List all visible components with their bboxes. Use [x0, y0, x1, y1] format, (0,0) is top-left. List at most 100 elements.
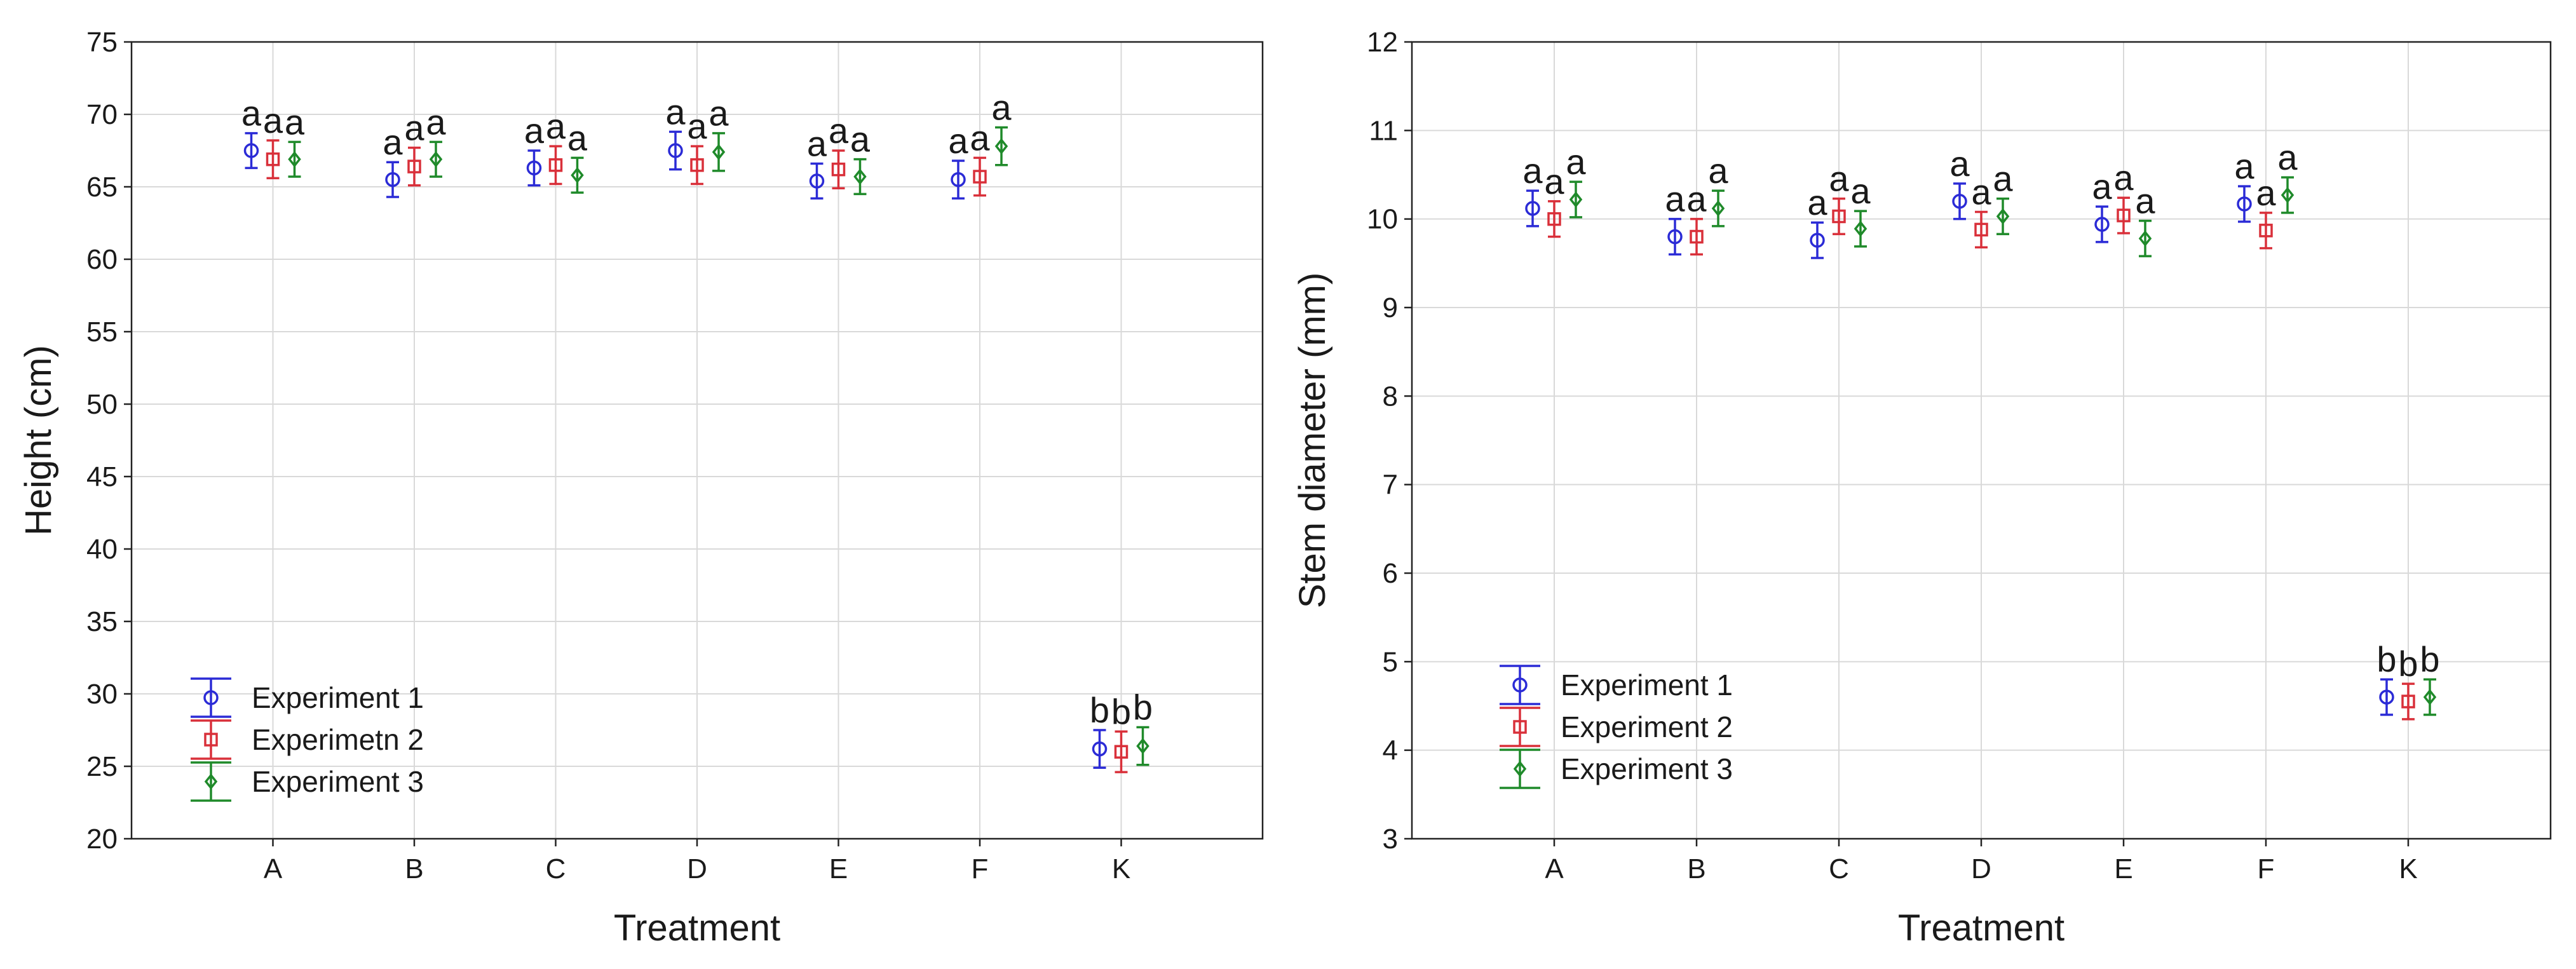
- legend-label: Experiment 3: [252, 765, 424, 798]
- significance-letter: a: [1971, 172, 1991, 212]
- x-axis-label: Treatment: [1898, 907, 2064, 949]
- significance-letter: a: [829, 111, 849, 151]
- significance-letter: b: [1133, 687, 1153, 727]
- height-chart: 20 25 30 35 40 45 50 55 60 65 70 75 A B C D E F K Treatment…: [18, 27, 1264, 949]
- data-point: [266, 152, 280, 166]
- significance-letter: a: [2092, 166, 2112, 207]
- significance-letter: a: [1850, 171, 1871, 211]
- significance-letter: a: [1686, 179, 1707, 219]
- data-point: [2423, 689, 2437, 705]
- significance-letter: a: [1807, 182, 1827, 222]
- legend-label: Experimetn 2: [252, 723, 424, 756]
- significance-letter: a: [970, 118, 990, 158]
- significance-letter: a: [285, 102, 305, 142]
- data-point: [1136, 738, 1149, 754]
- significance-letter: a: [1993, 159, 2013, 199]
- significance-letter: a: [708, 93, 729, 133]
- x-tick-label: B: [405, 853, 423, 884]
- x-tick-label: K: [2399, 853, 2417, 884]
- x-tick-label: F: [972, 853, 989, 884]
- significance-letter: a: [1829, 159, 1849, 199]
- significance-letter: a: [2234, 146, 2254, 186]
- significance-letter: b: [1111, 691, 1131, 731]
- significance-letter: a: [2256, 173, 2276, 213]
- significance-letter: a: [263, 100, 283, 140]
- significance-letter: a: [426, 102, 446, 142]
- significance-letter: a: [2113, 158, 2134, 198]
- significance-letter: a: [241, 93, 262, 133]
- data-point: [2138, 230, 2152, 247]
- x-tick-label: A: [264, 853, 283, 884]
- y-tick-label: 10: [1367, 204, 1398, 235]
- y-axis-label: Height (cm): [18, 345, 59, 536]
- data-point: [1832, 209, 1846, 224]
- legend: Experiment 1 Experimetn 2 Experiment 3: [191, 677, 424, 802]
- y-tick-label: 60: [86, 244, 118, 275]
- y-tick-label: 3: [1383, 823, 1398, 855]
- legend-marker: [1513, 761, 1527, 777]
- y-tick-label: 6: [1383, 558, 1398, 589]
- x-tick-label: E: [2114, 853, 2132, 884]
- significance-letter: a: [1544, 161, 1564, 201]
- stem-diameter-chart: 3 4 5 6 7 8 9 10 11 12 A B C D E F K Treatment Stem diamet…: [1292, 27, 2552, 949]
- y-tick-label: 35: [86, 606, 118, 637]
- significance-letter: a: [404, 107, 424, 147]
- data-point: [2401, 695, 2415, 708]
- significance-letter: a: [1522, 151, 1543, 191]
- significance-letter: a: [991, 88, 1012, 128]
- data-point: [994, 138, 1008, 154]
- legend-label: Experiment 1: [1561, 668, 1733, 701]
- significance-letter: a: [383, 122, 403, 162]
- x-axis-label: Treatment: [614, 907, 780, 949]
- significance-letter: a: [1708, 151, 1728, 191]
- y-tick-label: 65: [86, 172, 118, 203]
- y-tick-label: 50: [86, 389, 118, 420]
- x-tick-label: C: [1829, 853, 1849, 884]
- data-point: [429, 151, 443, 168]
- data-point: [951, 172, 966, 187]
- data-point: [1854, 220, 1868, 237]
- legend: Experiment 1 Experiment 2 Experiment 3: [1500, 665, 1733, 789]
- data-point: [571, 166, 584, 184]
- x-tick-label: K: [1112, 853, 1130, 884]
- y-tick-label: 40: [86, 534, 118, 565]
- data-point: [385, 172, 400, 187]
- significance-letter: b: [1090, 690, 1109, 730]
- significance-letter: b: [2376, 639, 2396, 679]
- legend-marker: [1513, 720, 1527, 734]
- y-tick-label: 75: [86, 27, 118, 58]
- y-tick-label: 25: [86, 751, 118, 782]
- significance-letter: a: [524, 111, 545, 151]
- y-tick-label: 70: [86, 99, 118, 130]
- data-point: [548, 158, 563, 172]
- legend-label: Experiment 1: [252, 681, 424, 714]
- y-tick-label: 11: [1369, 115, 1398, 146]
- significance-letter: a: [1949, 144, 1970, 184]
- significance-letter: a: [807, 124, 827, 164]
- significance-letter: a: [1566, 142, 1586, 182]
- significance-letter: a: [567, 118, 588, 158]
- x-tick-label: D: [687, 853, 707, 884]
- significance-letter: b: [2398, 644, 2418, 684]
- y-tick-label: 12: [1367, 27, 1398, 58]
- y-tick-label: 8: [1383, 381, 1398, 412]
- x-tick-label: F: [2258, 853, 2275, 884]
- data-point: [1974, 222, 1988, 237]
- data-point: [526, 160, 542, 176]
- y-tick-label: 55: [86, 316, 118, 348]
- data-point: [2281, 187, 2295, 203]
- significance-letter: a: [687, 106, 707, 146]
- x-tick-label: C: [546, 853, 566, 884]
- legend-label: Experiment 2: [1561, 710, 1733, 743]
- y-tick-label: 5: [1383, 646, 1398, 677]
- y-tick-label: 45: [86, 461, 118, 492]
- data-point: [853, 168, 867, 185]
- significance-letter: a: [850, 119, 871, 159]
- x-tick-label: E: [829, 853, 848, 884]
- legend-marker: [203, 690, 219, 705]
- data-point: [1547, 212, 1561, 226]
